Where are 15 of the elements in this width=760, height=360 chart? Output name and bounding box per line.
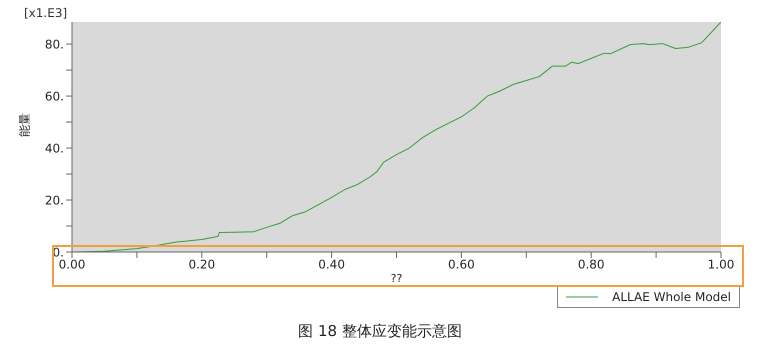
legend-label: ALLAE Whole Model <box>612 289 731 306</box>
text: 图 18 整体应变能示意图 <box>297 322 463 341</box>
x-tick-label: 0.60 <box>448 258 475 272</box>
y-tick-label: 40. <box>44 141 64 156</box>
x-tick-label: 1.00 <box>708 258 734 272</box>
x-tick-label: 0.20 <box>188 258 216 272</box>
x-tick-label: 0.00 <box>58 258 86 272</box>
y-tick-label: 60. <box>44 89 64 104</box>
y-tick-label: 80. <box>44 37 64 52</box>
x-tick-label: 0.80 <box>578 258 605 272</box>
y-tick-label: 20. <box>44 193 64 208</box>
y-axis-title: 能量 <box>17 113 32 137</box>
x-tick-label: 0.40 <box>318 258 345 272</box>
text: [x1.E3] <box>24 6 68 20</box>
x-axis-title: ?? <box>390 272 402 285</box>
